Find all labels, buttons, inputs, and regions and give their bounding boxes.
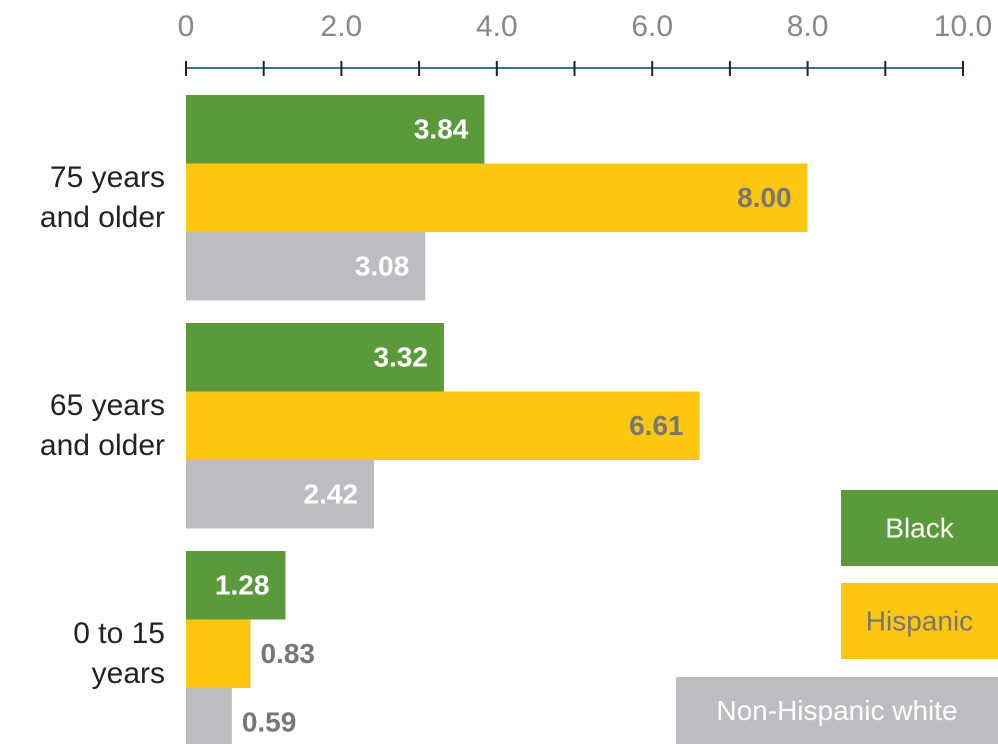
data-label: 3.08 bbox=[355, 251, 410, 282]
x-tick-label: 6.0 bbox=[631, 10, 673, 43]
x-tick-label: 0 bbox=[178, 10, 195, 43]
data-label: 0.83 bbox=[260, 638, 315, 669]
data-label: 2.42 bbox=[304, 479, 359, 510]
data-label: 3.32 bbox=[373, 342, 428, 373]
category-label: 75 years and older bbox=[39, 160, 165, 234]
bar bbox=[186, 460, 375, 529]
data-label: 6.61 bbox=[629, 410, 684, 441]
data-label: 0.59 bbox=[242, 707, 297, 738]
legend-label: Black bbox=[885, 512, 954, 543]
bar bbox=[186, 232, 426, 301]
data-label: 8.00 bbox=[737, 182, 792, 213]
legend-swatch bbox=[841, 583, 998, 659]
category-label: 0 to 15 years bbox=[73, 616, 165, 690]
bar bbox=[186, 323, 444, 392]
legend-label: Hispanic bbox=[866, 605, 973, 636]
legend-label: Non-Hispanic white bbox=[716, 695, 957, 726]
x-tick-label: 2.0 bbox=[321, 10, 363, 43]
bar bbox=[186, 551, 286, 620]
data-label: 1.28 bbox=[215, 570, 270, 601]
bar bbox=[186, 95, 485, 164]
x-tick-label: 4.0 bbox=[476, 10, 518, 43]
bar bbox=[186, 688, 232, 744]
category-label: 65 years and older bbox=[39, 388, 165, 462]
bar bbox=[186, 391, 700, 460]
bar bbox=[186, 163, 808, 232]
x-tick-label: 10.0 bbox=[934, 10, 992, 43]
x-tick-label: 8.0 bbox=[787, 10, 829, 43]
data-label: 3.84 bbox=[414, 114, 469, 145]
bar bbox=[186, 619, 251, 688]
legend-swatch bbox=[841, 490, 998, 566]
legend-swatch bbox=[676, 677, 998, 744]
legend: Black Hispanic Non-Hispanic white bbox=[676, 490, 998, 744]
